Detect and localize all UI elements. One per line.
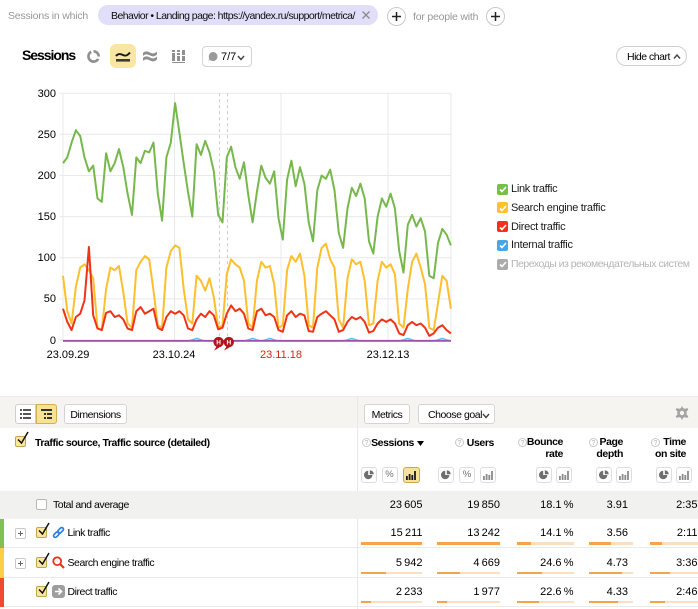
svg-text:H: H: [226, 340, 231, 347]
svg-text:H: H: [216, 340, 221, 347]
